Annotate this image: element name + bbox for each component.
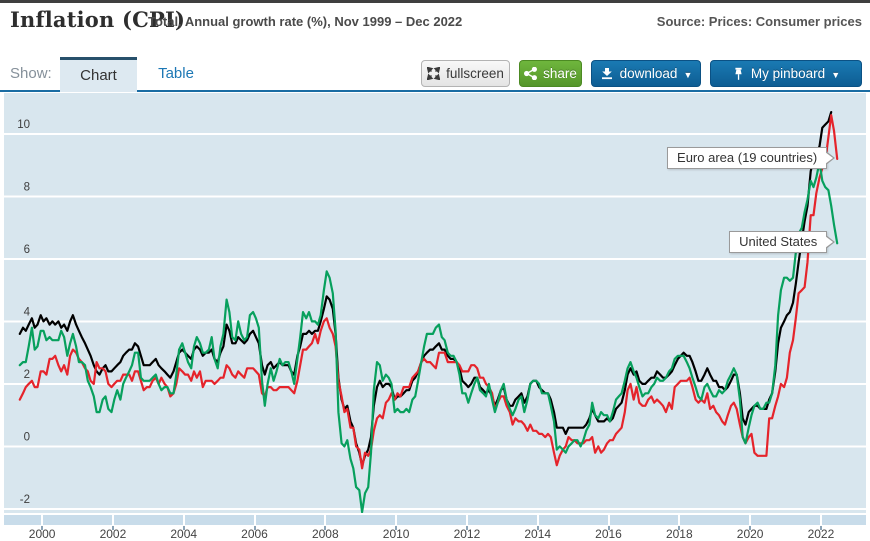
source-note: Source: Prices: Consumer prices (656, 14, 862, 29)
download-icon (600, 67, 614, 80)
line-chart[interactable]: 10 8 6 4 2 0 -2 (4, 93, 866, 513)
series-line-euro-area-19-countries-[interactable] (18, 114, 839, 470)
strip-tick-2000 (41, 515, 44, 525)
time-axis-strip[interactable] (4, 515, 866, 530)
axis-tick-2010 (395, 526, 398, 530)
tab-chart[interactable]: Chart (60, 57, 137, 92)
toolbar-divider (0, 90, 870, 92)
fullscreen-button[interactable]: fullscreen (421, 60, 510, 87)
axis-tick-2008 (324, 526, 327, 530)
page-top-border (0, 0, 870, 3)
my-pinboard-button[interactable]: My pinboard ▼ (710, 60, 862, 87)
download-button-label: download (619, 66, 678, 81)
y-tick-label-0: 0 (24, 431, 30, 443)
strip-tick-2006 (253, 515, 256, 525)
y-tick-label-8: 8 (24, 181, 30, 193)
download-button[interactable]: download ▼ (591, 60, 701, 87)
axis-tick-2014 (536, 526, 539, 530)
strip-tick-2004 (182, 515, 185, 525)
pinboard-button-label: My pinboard (750, 66, 826, 81)
axis-tick-2002 (111, 526, 114, 530)
share-button[interactable]: share (519, 60, 582, 87)
y-tick-label--2: -2 (20, 494, 30, 506)
axis-tick-2020 (749, 526, 752, 530)
axis-tick-2004 (182, 526, 185, 530)
strip-tick-2012 (465, 515, 468, 525)
axis-tick-2012 (465, 526, 468, 530)
axis-tick-2016 (607, 526, 610, 530)
strip-tick-2002 (111, 515, 114, 525)
strip-tick-2020 (749, 515, 752, 525)
y-tick-label-6: 6 (24, 244, 30, 256)
strip-tick-2016 (607, 515, 610, 525)
strip-tick-2018 (678, 515, 681, 525)
strip-tick-2022 (819, 515, 822, 525)
axis-tick-2022 (819, 526, 822, 530)
pinboard-caret-icon: ▼ (831, 69, 841, 80)
page-title: Inflation (CPI) (10, 7, 186, 32)
y-tick-label-10: 10 (17, 119, 30, 131)
axis-tick-2000 (41, 526, 44, 530)
tab-table[interactable]: Table (158, 65, 194, 82)
series-line-oecd-total[interactable] (18, 111, 833, 467)
fullscreen-button-label: fullscreen (446, 66, 504, 81)
page-subtitle: Total, Annual growth rate (%), Nov 1999 … (148, 14, 463, 29)
strip-tick-2014 (536, 515, 539, 525)
show-label: Show: (10, 65, 52, 82)
pin-icon (732, 67, 745, 81)
fullscreen-icon (427, 67, 441, 80)
y-tick-label-4: 4 (24, 306, 31, 318)
strip-tick-2008 (324, 515, 327, 525)
chart-plot-area[interactable]: 10 8 6 4 2 0 -2 (4, 93, 866, 513)
y-tick-label-2: 2 (24, 369, 30, 381)
strip-tick-2010 (395, 515, 398, 525)
download-caret-icon: ▼ (683, 69, 693, 80)
series-line-united-states[interactable] (18, 160, 839, 513)
share-icon (524, 67, 538, 80)
share-button-label: share (543, 66, 577, 81)
axis-tick-2018 (678, 526, 681, 530)
axis-tick-2006 (253, 526, 256, 530)
